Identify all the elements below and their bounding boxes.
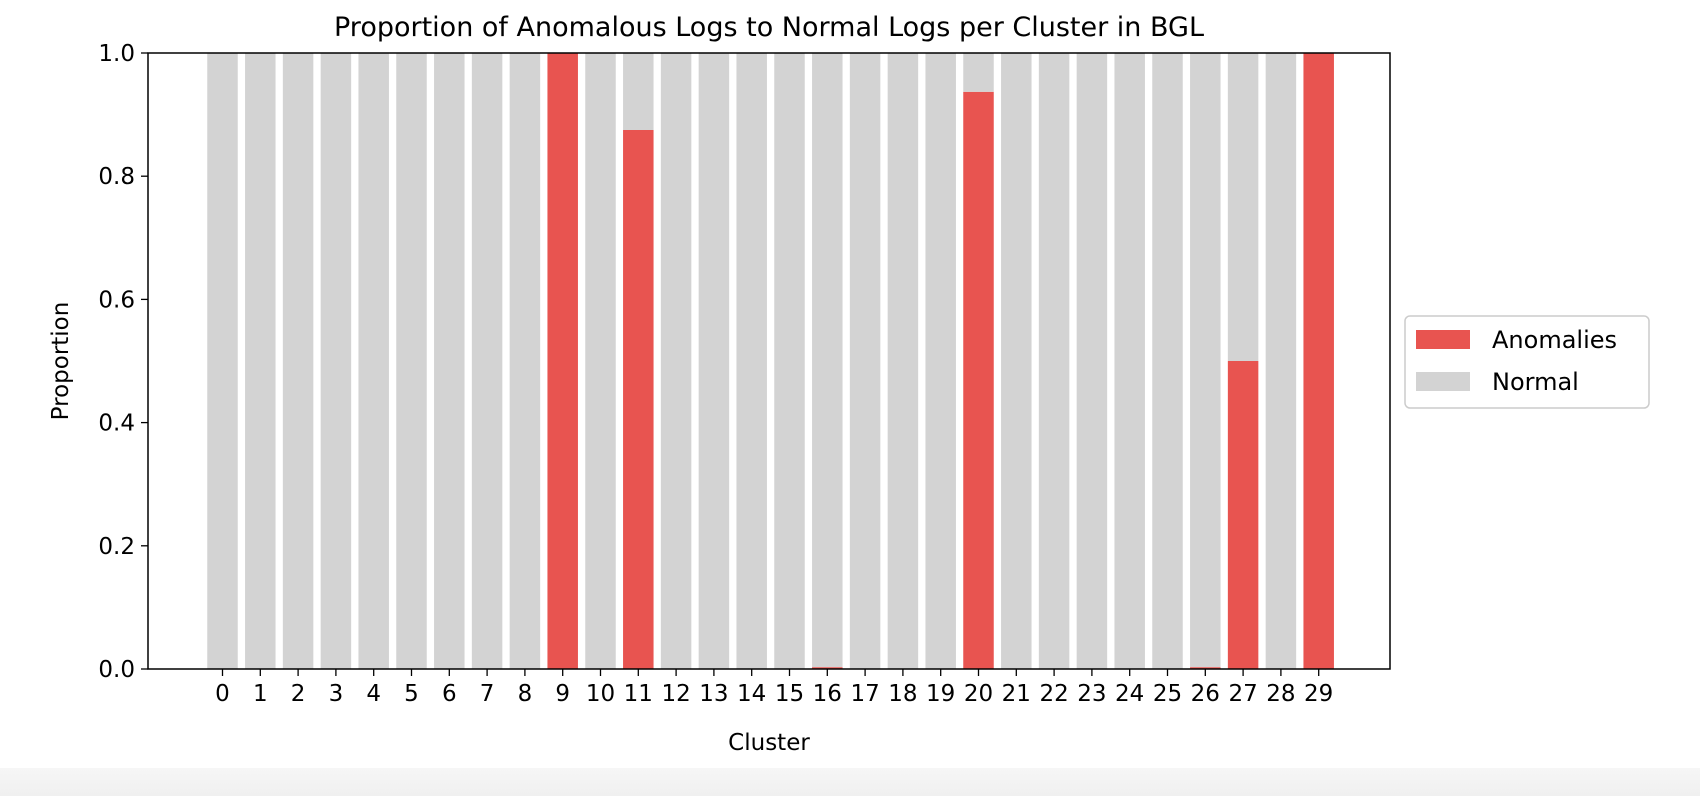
bar-normal-26 — [1190, 53, 1221, 668]
x-tick-label: 28 — [1266, 681, 1295, 707]
legend-label-normal: Normal — [1492, 368, 1579, 396]
x-tick-label: 4 — [366, 681, 381, 707]
x-tick-label: 19 — [926, 681, 955, 707]
x-tick-label: 9 — [555, 681, 570, 707]
x-tick-label: 26 — [1191, 681, 1220, 707]
x-tick-label: 8 — [518, 681, 533, 707]
bar-normal-19 — [925, 53, 956, 669]
x-tick-label: 24 — [1115, 681, 1144, 707]
x-axis-label: Cluster — [728, 730, 810, 756]
axes-frame — [147, 52, 1391, 670]
x-tick-label: 0 — [215, 681, 230, 707]
x-tick-label: 18 — [888, 681, 917, 707]
bar-normal-6 — [434, 53, 465, 669]
y-tick-label: 0.6 — [98, 287, 135, 313]
stacked-bar-chart: 0.00.20.40.60.81.0 0 1 2 3 4 5 6 7 8 9 10 11 12 13 14 1… — [48, 12, 1650, 756]
bar-anomalies-29 — [1303, 53, 1334, 669]
x-tick-label: 20 — [964, 681, 993, 707]
y-axis-label: Proportion — [48, 302, 74, 421]
bar-normal-11 — [623, 53, 654, 130]
x-axis: 0 1 2 3 4 5 6 7 8 9 10 11 12 13 14 15 16 17 18 19 20 21 22 23 24… — [215, 669, 1333, 707]
bar-normal-10 — [585, 53, 616, 669]
x-tick-label: 6 — [442, 681, 457, 707]
bar-anomalies-11 — [623, 130, 654, 669]
x-tick-label: 29 — [1304, 681, 1333, 707]
y-axis: 0.0 0.2 0.4 0.6 0.8 1.0 — [98, 41, 148, 683]
window-bottom-strip — [0, 768, 1700, 796]
x-tick-label: 10 — [586, 681, 615, 707]
x-tick-label: 1 — [253, 681, 268, 707]
y-tick-label: 1.0 — [98, 41, 135, 67]
x-tick-label: 14 — [737, 681, 766, 707]
legend-swatch-normal — [1416, 372, 1470, 391]
x-tick-label: 21 — [1002, 681, 1031, 707]
bar-normal-23 — [1076, 53, 1108, 669]
x-tick-label: 2 — [291, 681, 306, 707]
bar-normal-21 — [1001, 53, 1032, 669]
bar-normal-3 — [320, 53, 352, 669]
bar-normal-24 — [1114, 53, 1145, 669]
bar-normal-27 — [1227, 53, 1259, 361]
bar-normal-28 — [1265, 53, 1297, 669]
legend-label-anomalies: Anomalies — [1492, 326, 1617, 354]
y-tick-label: 0.2 — [98, 534, 135, 560]
x-tick-label: 11 — [624, 681, 653, 707]
legend: Anomalies Normal — [1404, 315, 1650, 409]
bar-anomalies-20 — [963, 91, 994, 670]
bar-normal-12 — [660, 53, 692, 669]
bar-normal-16 — [812, 53, 843, 668]
x-tick-label: 3 — [329, 681, 344, 707]
bars-layer — [207, 53, 1334, 670]
bar-normal-0 — [207, 53, 238, 669]
bar-anomalies-26 — [1190, 667, 1221, 669]
bar-normal-7 — [471, 53, 503, 669]
bar-normal-4 — [358, 53, 389, 669]
y-tick-label: 0.4 — [98, 411, 135, 437]
x-tick-label: 23 — [1077, 681, 1106, 707]
x-tick-label: 12 — [661, 681, 690, 707]
bar-normal-13 — [698, 53, 730, 669]
x-tick-label: 15 — [775, 681, 804, 707]
bar-normal-1 — [245, 53, 276, 669]
x-tick-label: 7 — [480, 681, 495, 707]
x-tick-label: 27 — [1228, 681, 1257, 707]
x-tick-label: 16 — [813, 681, 842, 707]
bar-normal-15 — [774, 53, 805, 669]
bar-normal-20 — [963, 53, 994, 92]
chart-title: Proportion of Anomalous Logs to Normal L… — [334, 12, 1204, 43]
bar-anomalies-9 — [547, 53, 578, 669]
x-tick-label: 17 — [850, 681, 879, 707]
bar-normal-25 — [1152, 53, 1183, 669]
y-tick-label: 0.8 — [98, 164, 135, 190]
y-tick-label: 0.0 — [98, 657, 135, 683]
bar-normal-2 — [282, 53, 314, 669]
bar-anomalies-16 — [812, 667, 843, 669]
bar-normal-14 — [736, 53, 767, 669]
bar-normal-18 — [887, 53, 919, 669]
bar-normal-8 — [509, 53, 541, 669]
bar-normal-22 — [1038, 53, 1070, 669]
bar-normal-17 — [849, 53, 881, 669]
x-tick-label: 22 — [1039, 681, 1068, 707]
bar-normal-5 — [396, 53, 427, 669]
x-tick-label: 5 — [404, 681, 419, 707]
bar-anomalies-27 — [1227, 361, 1259, 669]
legend-swatch-anomalies — [1416, 330, 1470, 349]
x-tick-label: 25 — [1153, 681, 1182, 707]
x-tick-label: 13 — [699, 681, 728, 707]
